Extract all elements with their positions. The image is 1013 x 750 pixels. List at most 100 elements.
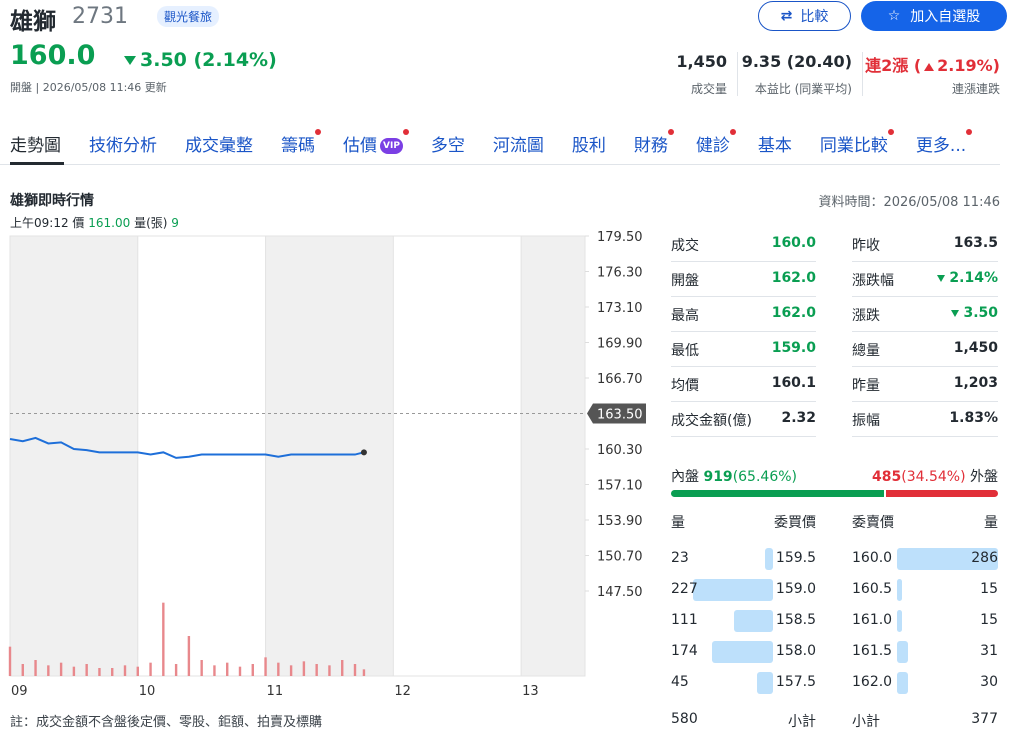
bid-total: 580	[671, 711, 698, 727]
book-header: 量	[984, 515, 998, 531]
tab[interactable]: 多空	[431, 131, 465, 156]
stat-prefix: 連2漲 (	[865, 56, 922, 75]
x-tick-label: 09	[11, 684, 28, 699]
detail-number: 160.0	[771, 235, 816, 251]
tab[interactable]: 成交彙整	[185, 131, 253, 156]
detail-number: 1.83%	[949, 410, 998, 426]
ask-price: 162.0	[852, 674, 893, 690]
volume-bar	[174, 664, 178, 676]
book-header: 委賣價	[852, 515, 894, 531]
volume-bar	[200, 660, 203, 676]
y-tick-label: 163.50	[597, 408, 643, 423]
detail-value: 1,203	[954, 375, 998, 391]
tab[interactable]: 股利	[572, 131, 606, 156]
detail-label: 成交	[671, 238, 699, 254]
bid-bar	[711, 641, 773, 663]
book-header: 量	[671, 515, 685, 531]
volume-bar	[47, 665, 50, 676]
tab-dot	[729, 129, 736, 135]
volume-bar	[34, 660, 37, 676]
detail-label: 總量	[852, 343, 880, 359]
stat-label: 成交量	[690, 82, 727, 96]
tab[interactable]: 走勢圖	[10, 131, 61, 156]
detail-number: 160.1	[771, 375, 816, 391]
down-arrow	[124, 56, 136, 65]
tab-dot	[667, 129, 674, 135]
tab[interactable]: 更多...	[916, 129, 973, 156]
detail-label: 振幅	[852, 413, 880, 429]
detail-label: 開盤	[671, 273, 699, 289]
y-tick-label: 173.10	[597, 301, 643, 316]
tab[interactable]: 健診	[695, 129, 736, 156]
detail-value: 1,450	[954, 340, 998, 356]
watchlist-label: 加入自選股	[910, 9, 981, 25]
stat-number: 9.35 (20.40)	[741, 52, 852, 71]
plot-frame	[9, 235, 586, 677]
inner-pct: (65.46%)	[732, 469, 797, 485]
bid-total-label: 小計	[788, 714, 816, 730]
tab[interactable]: 估價 VIP	[343, 129, 409, 156]
ask-bar	[897, 579, 903, 601]
inner-volume: 919	[703, 469, 733, 485]
tab[interactable]: 同業比較	[820, 129, 894, 156]
tab-label: 股利	[571, 136, 606, 156]
row-divider	[852, 296, 998, 297]
volume-bar	[251, 664, 254, 676]
tab[interactable]: 籌碼	[281, 129, 321, 156]
volume-bar	[362, 669, 366, 676]
status: 開盤 | 2026/05/08 11:46 更新	[10, 81, 167, 94]
detail-number: 159.0	[771, 340, 816, 356]
volume-bar	[98, 668, 101, 676]
hover-volume-label: 量(張)	[134, 216, 168, 230]
price-line	[9, 436, 365, 459]
outer-label: 外盤	[970, 469, 998, 485]
volume-bar	[289, 665, 293, 676]
volume-bar	[85, 664, 88, 676]
row-divider	[671, 331, 816, 332]
ask-volume: 286	[971, 550, 998, 566]
compare-button[interactable]: ⇄ 比較	[758, 1, 851, 31]
row-divider	[671, 366, 816, 367]
tab[interactable]: 技術分析	[89, 131, 157, 156]
detail-value: 2.32	[781, 410, 816, 426]
detail-number: 1,203	[953, 375, 998, 391]
tab[interactable]: 河流圖	[493, 131, 544, 156]
ask-volume: 15	[980, 612, 998, 628]
time-band	[10, 236, 138, 676]
industry-tag[interactable]: 觀光餐旅	[157, 6, 220, 27]
bid-price: 159.5	[775, 550, 816, 566]
change-text: 3.50 (2.14%)	[140, 49, 277, 71]
tab[interactable]: 財務	[634, 129, 674, 156]
detail-label: 昨收	[852, 238, 880, 254]
detail-number: 163.5	[953, 235, 998, 251]
ask-price: 161.0	[852, 612, 893, 628]
volume-bar	[238, 666, 242, 676]
x-tick-label: 12	[394, 684, 411, 699]
volume-bar	[226, 662, 229, 676]
outer-pct: (34.54%)	[901, 469, 966, 485]
tab-label: 技術分析	[89, 136, 157, 156]
inner-bar	[671, 490, 885, 497]
tab[interactable]: 基本	[758, 131, 792, 156]
outer-volume: 485	[872, 469, 902, 485]
time-band	[137, 236, 266, 676]
watchlist-button[interactable]: ☆ 加入自選股	[861, 1, 1007, 31]
volume-bar	[72, 666, 76, 676]
ask-volume: 30	[980, 674, 998, 690]
reference-tag	[587, 403, 646, 424]
detail-value: 3.50	[951, 305, 998, 321]
bid-volume: 45	[671, 674, 689, 690]
volume-bar	[187, 636, 191, 676]
volume-bar	[213, 665, 216, 676]
ask-total-label: 小計	[852, 714, 880, 730]
tab-label: 基本	[757, 136, 792, 156]
detail-label: 成交金額(億)	[671, 413, 752, 429]
detail-value: 1.83%	[949, 410, 998, 426]
y-tick-label: 179.50	[597, 230, 643, 245]
detail-label: 昨量	[852, 378, 880, 394]
tab-label: 健診	[695, 136, 730, 156]
book-header: 委買價	[774, 515, 816, 531]
detail-label: 最低	[671, 343, 699, 359]
compare-label: 比較	[800, 9, 829, 25]
stat-divider	[862, 52, 863, 96]
